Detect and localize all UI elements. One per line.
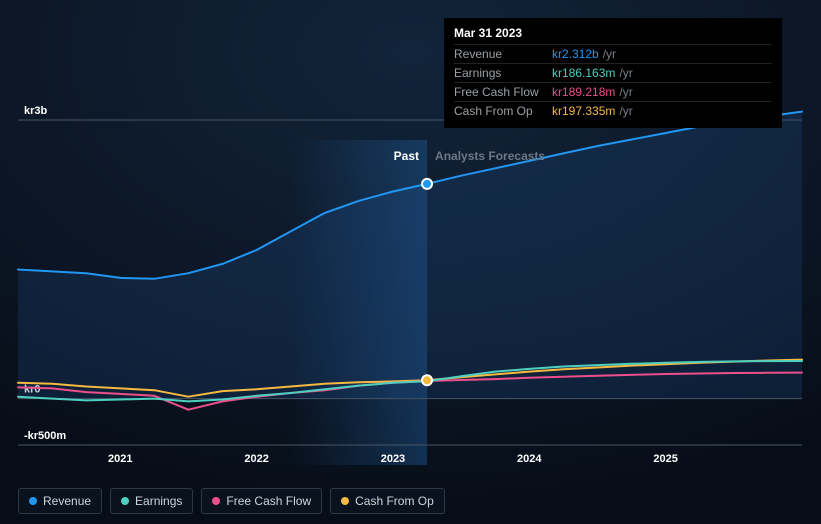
legend-dot <box>212 497 220 505</box>
tooltip-row-suffix: /yr <box>619 66 632 80</box>
legend-label: Revenue <box>43 494 91 508</box>
past-label: Past <box>394 149 419 163</box>
legend-item-earnings[interactable]: Earnings <box>110 488 193 514</box>
y-axis-label: -kr500m <box>24 430 66 442</box>
tooltip-row: Earningskr186.163m/yr <box>454 63 772 82</box>
hover-tooltip: Mar 31 2023 Revenuekr2.312b/yrEarningskr… <box>444 18 782 128</box>
tooltip-row-label: Revenue <box>454 47 552 61</box>
legend-label: Earnings <box>135 494 182 508</box>
x-axis-label: 2021 <box>108 453 132 465</box>
tooltip-row: Cash From Opkr197.335m/yr <box>454 101 772 120</box>
tooltip-row: Free Cash Flowkr189.218m/yr <box>454 82 772 101</box>
legend-dot <box>29 497 37 505</box>
x-axis-label: 2022 <box>244 453 268 465</box>
tooltip-row-value: kr189.218m <box>552 85 615 99</box>
legend-label: Free Cash Flow <box>226 494 311 508</box>
tooltip-date: Mar 31 2023 <box>454 26 772 44</box>
legend-item-revenue[interactable]: Revenue <box>18 488 102 514</box>
x-axis-label: 2025 <box>653 453 677 465</box>
tooltip-row-suffix: /yr <box>619 104 632 118</box>
tooltip-row-value: kr197.335m <box>552 104 615 118</box>
tooltip-row: Revenuekr2.312b/yr <box>454 44 772 63</box>
forecast-label: Analysts Forecasts <box>435 149 545 163</box>
x-axis-label: 2024 <box>517 453 542 465</box>
tooltip-row-label: Cash From Op <box>454 104 552 118</box>
y-axis-label: kr3b <box>24 105 48 117</box>
tooltip-row-label: Free Cash Flow <box>454 85 552 99</box>
legend-item-fcf[interactable]: Free Cash Flow <box>201 488 322 514</box>
tooltip-row-label: Earnings <box>454 66 552 80</box>
legend: Revenue Earnings Free Cash Flow Cash From O… <box>18 488 445 514</box>
legend-item-cfo[interactable]: Cash From Op <box>330 488 445 514</box>
legend-dot <box>341 497 349 505</box>
financials-chart: kr3bkr0-kr500mPastAnalysts Forecasts2021… <box>0 0 821 524</box>
x-axis-label: 2023 <box>381 453 405 465</box>
legend-dot <box>121 497 129 505</box>
tooltip-row-value: kr2.312b <box>552 47 599 61</box>
tooltip-row-suffix: /yr <box>619 85 632 99</box>
hover-marker-cfo <box>422 375 432 385</box>
hover-marker-revenue <box>422 179 432 189</box>
tooltip-row-suffix: /yr <box>603 47 616 61</box>
tooltip-row-value: kr186.163m <box>552 66 615 80</box>
legend-label: Cash From Op <box>355 494 434 508</box>
